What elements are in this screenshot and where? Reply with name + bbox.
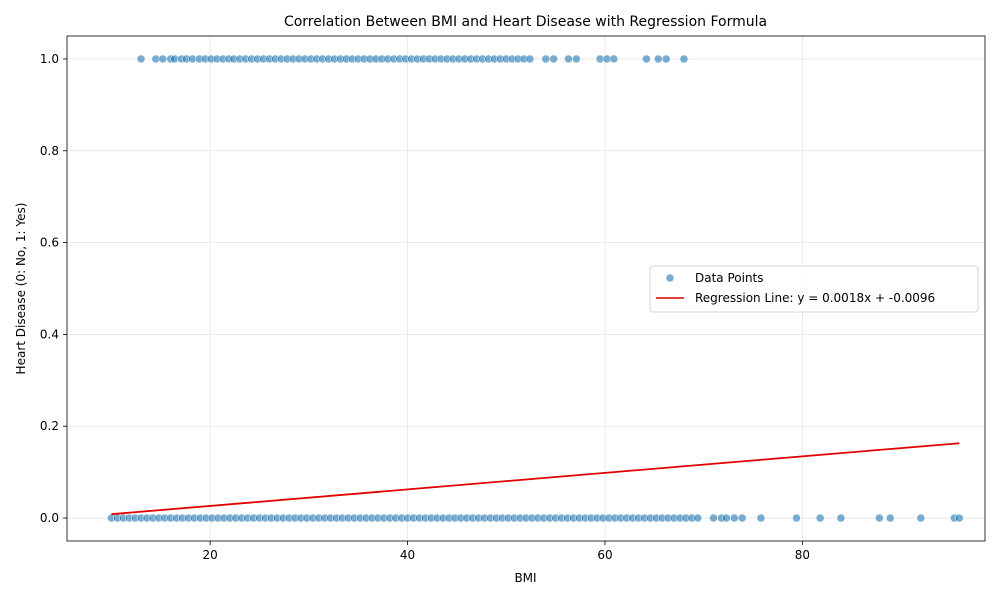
data-point xyxy=(709,513,718,523)
data-point xyxy=(875,513,884,523)
data-point xyxy=(541,54,550,64)
legend-marker-data-points xyxy=(665,273,675,283)
x-axis-label: BMI xyxy=(514,571,536,585)
data-point xyxy=(836,513,846,523)
data-point xyxy=(661,54,671,64)
y-tick-label: 0.8 xyxy=(40,144,59,158)
x-axis: 20 40 60 80 xyxy=(202,541,810,562)
x-tick-label: 80 xyxy=(795,548,810,562)
data-point xyxy=(792,513,801,523)
data-point xyxy=(756,513,766,523)
y-tick-label: 1.0 xyxy=(40,52,59,66)
data-point xyxy=(679,54,689,64)
y-axis-label: Heart Disease (0: No, 1: Yes) xyxy=(14,203,28,375)
legend: Data Points Regression Line: y = 0.0018x… xyxy=(649,265,979,313)
legend-box xyxy=(649,265,979,313)
x-tick-label: 20 xyxy=(202,548,217,562)
regression-line xyxy=(111,442,960,516)
y-tick-label: 0.6 xyxy=(40,236,59,250)
data-point xyxy=(730,513,739,523)
data-point xyxy=(549,54,558,64)
data-point xyxy=(642,54,651,64)
x-tick-label: 40 xyxy=(400,548,415,562)
legend-label-data-points: Data Points xyxy=(695,271,764,285)
data-point xyxy=(136,54,146,64)
data-point xyxy=(564,54,573,64)
y-axis: 0.0 0.2 0.4 0.6 0.8 1.0 xyxy=(40,52,67,525)
y-tick-label: 0.0 xyxy=(40,511,59,525)
data-point xyxy=(722,513,731,523)
data-point xyxy=(737,513,747,523)
y-tick-label: 0.2 xyxy=(40,419,59,433)
data-point xyxy=(654,54,663,64)
data-point xyxy=(815,513,825,523)
regression-line-group xyxy=(111,442,960,516)
data-point xyxy=(955,513,964,523)
plot-frame xyxy=(66,35,986,542)
data-point xyxy=(885,513,895,523)
chart-title: Correlation Between BMI and Heart Diseas… xyxy=(284,14,767,30)
data-point xyxy=(525,54,535,64)
legend-label-regression-line: Regression Line: y = 0.0018x + -0.0096 xyxy=(695,291,935,305)
x-tick-label: 60 xyxy=(597,548,612,562)
data-points xyxy=(107,54,964,523)
y-tick-label: 0.4 xyxy=(40,327,59,341)
data-point xyxy=(609,54,619,64)
data-point xyxy=(158,54,167,64)
data-point xyxy=(572,54,581,64)
data-point xyxy=(693,513,703,523)
data-point xyxy=(916,513,926,523)
